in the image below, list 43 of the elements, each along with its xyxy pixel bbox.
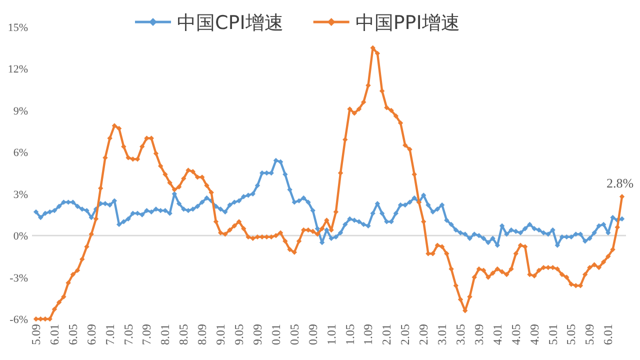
- legend-label: 中国CPI增速: [177, 12, 284, 34]
- x-tick-label: 1.05: [342, 324, 357, 345]
- y-tick-label: -3%: [10, 272, 28, 284]
- x-tick-label: 2.09: [416, 324, 431, 345]
- x-tick-label: 0.09: [306, 324, 320, 345]
- x-tick-label: 0.01: [268, 324, 283, 345]
- y-tick-label: 3%: [13, 188, 28, 201]
- y-tick-label: 9%: [13, 105, 28, 118]
- y-tick-label: 15%: [8, 22, 28, 34]
- y-tick-label: 0%: [13, 230, 28, 243]
- x-tick-label: 6.09: [84, 324, 98, 345]
- data-label: 2.8%: [606, 176, 634, 191]
- x-tick-label: 6.01: [601, 324, 616, 345]
- x-tick-label: 5.09: [29, 324, 43, 345]
- x-tick-label: 5.09: [582, 324, 597, 345]
- x-tick-label: 5.01: [546, 324, 560, 345]
- x-tick-label: 6.05: [66, 324, 80, 345]
- x-tick-label: 9.05: [232, 324, 246, 345]
- x-tick-label: 0.05: [287, 324, 302, 345]
- legend-label: 中国PPI增速: [355, 12, 460, 34]
- y-tick-label: -6%: [10, 314, 28, 326]
- x-tick-label: 3.05: [454, 324, 468, 345]
- x-tick-label: 8.05: [176, 324, 191, 345]
- x-tick-label: 2.01: [380, 324, 394, 345]
- x-tick-label: 8.01: [158, 324, 172, 345]
- x-tick-label: 4.05: [508, 324, 523, 345]
- x-tick-label: 7.05: [121, 324, 136, 345]
- x-tick-label: 5.05: [564, 324, 578, 345]
- x-tick-label: 4.09: [527, 324, 542, 345]
- x-tick-label: 3.01: [435, 324, 450, 345]
- x-tick-label: 1.09: [361, 324, 376, 345]
- x-tick-label: 2.05: [398, 324, 412, 345]
- x-tick-label: 7.01: [102, 324, 117, 345]
- x-tick-label: 9.09: [250, 324, 264, 345]
- x-tick-label: 4.01: [490, 324, 504, 345]
- x-tick-label: 6.01: [47, 324, 62, 345]
- x-tick-label: 8.09: [195, 324, 210, 345]
- y-tick-label: 6%: [13, 147, 28, 160]
- x-tick-label: 7.09: [140, 324, 154, 345]
- x-tick-label: 3.09: [472, 324, 486, 345]
- x-tick-label: 1.01: [324, 324, 338, 345]
- x-tick-label: 9.01: [214, 324, 228, 345]
- y-tick-label: 12%: [8, 64, 28, 76]
